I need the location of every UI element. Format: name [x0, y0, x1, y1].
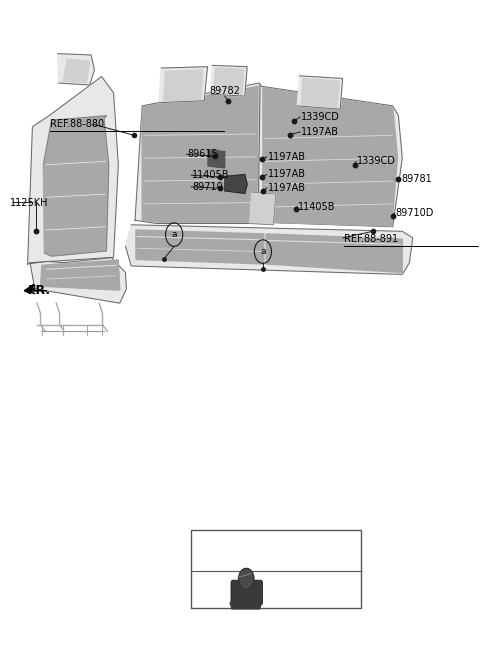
- Text: 1197AB: 1197AB: [268, 183, 306, 194]
- Polygon shape: [263, 88, 397, 226]
- Text: a: a: [171, 230, 177, 239]
- Polygon shape: [210, 66, 247, 96]
- Text: 68332A: 68332A: [275, 553, 314, 563]
- Text: 1339CD: 1339CD: [357, 156, 396, 167]
- Polygon shape: [136, 230, 264, 264]
- Text: 1197AB: 1197AB: [268, 169, 306, 180]
- Text: FR.: FR.: [28, 284, 51, 297]
- Polygon shape: [40, 260, 120, 290]
- Polygon shape: [43, 115, 109, 256]
- Text: 89782: 89782: [209, 86, 240, 96]
- Polygon shape: [250, 192, 276, 225]
- Text: 89781: 89781: [401, 174, 432, 184]
- Polygon shape: [297, 76, 343, 109]
- Text: 1339CD: 1339CD: [301, 112, 340, 122]
- Polygon shape: [208, 150, 225, 168]
- Polygon shape: [63, 59, 90, 83]
- Text: 89615: 89615: [188, 150, 218, 159]
- Polygon shape: [159, 67, 207, 102]
- Polygon shape: [125, 225, 413, 274]
- Polygon shape: [214, 68, 244, 94]
- Text: 1197AB: 1197AB: [301, 127, 339, 137]
- Polygon shape: [301, 79, 339, 107]
- Text: REF.88-880: REF.88-880: [50, 119, 104, 129]
- Polygon shape: [164, 70, 203, 100]
- Text: 11405B: 11405B: [192, 170, 230, 180]
- Polygon shape: [266, 234, 402, 272]
- Polygon shape: [230, 602, 262, 609]
- Text: 89710: 89710: [192, 182, 223, 192]
- Bar: [192, 531, 361, 607]
- Circle shape: [239, 568, 254, 589]
- Polygon shape: [135, 83, 402, 227]
- Polygon shape: [30, 257, 126, 303]
- Text: 1197AB: 1197AB: [268, 152, 306, 162]
- Text: a: a: [212, 554, 217, 562]
- Polygon shape: [225, 174, 247, 194]
- Text: 1125KH: 1125KH: [10, 197, 48, 207]
- Text: 11405B: 11405B: [298, 201, 336, 211]
- Polygon shape: [24, 284, 34, 293]
- Polygon shape: [58, 54, 95, 85]
- FancyBboxPatch shape: [231, 580, 263, 605]
- Polygon shape: [28, 77, 118, 264]
- Text: REF.88-891: REF.88-891: [344, 234, 398, 244]
- Text: 89710D: 89710D: [395, 208, 433, 218]
- Text: a: a: [260, 247, 265, 256]
- Polygon shape: [142, 87, 258, 222]
